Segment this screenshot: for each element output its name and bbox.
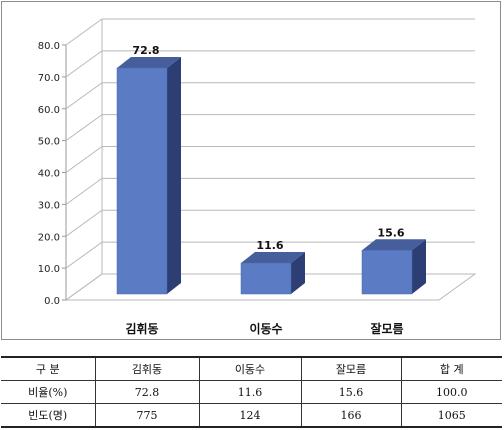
cell-freq-unknown: 166 [300,403,402,428]
y-tick-label: 80.0 [38,41,60,52]
gridline-diagonal [65,241,103,269]
bar-side [291,252,305,294]
bar-side [412,239,426,294]
row-label-ratio: 비율(%) [1,380,96,404]
y-tick-label: 40.0 [38,169,60,180]
table-row: 빈도(명) 775 124 166 1065 [1,403,502,428]
bar-top [117,56,181,68]
y-tick-label: 50.0 [38,137,60,148]
data-label: 11.6 [256,239,283,252]
table-header-row: 구 분 김휘동 이동수 잘모름 합 계 [1,356,502,381]
x-category-label: 잘모름 [370,321,403,336]
x-category-label: 이동수 [249,321,282,336]
chart-frame: 0.0 10.0 20.0 30.0 40.0 50.0 60.0 70.0 80.0 72.8 김… [1,1,501,340]
bar-3: 15.6 [361,226,426,295]
data-label: 15.6 [377,226,404,239]
y-tick-label: 30.0 [38,200,60,211]
cell-ratio-unknown: 15.6 [300,380,402,404]
gridline-diagonal [65,18,103,46]
gridline-diagonal [65,209,103,237]
bar-1: 72.8 [116,44,181,295]
bar-top [362,239,426,251]
gridline-diagonal [65,114,103,142]
header-kim: 김휘동 [94,356,200,381]
header-lee: 이동수 [198,356,302,381]
gridline-diagonal [65,177,103,205]
bar-chart: 0.0 10.0 20.0 30.0 40.0 50.0 60.0 70.0 80.0 72.8 김… [38,18,477,336]
results-table: 구 분 김휘동 이동수 잘모름 합 계 비율(%) 72.8 11.6 15.6… [1,356,502,428]
gridline-diagonal [65,82,103,110]
table-row: 비율(%) 72.8 11.6 15.6 100.0 [1,380,502,404]
cell-freq-lee: 124 [198,403,302,428]
gridline-diagonal [65,146,103,173]
cell-ratio-lee: 11.6 [198,380,302,404]
header-unknown: 잘모름 [300,356,402,381]
bar-top [241,252,305,264]
cell-ratio-total: 100.0 [400,380,502,404]
y-tick-label: 70.0 [38,73,60,84]
gridline-diagonal [65,273,103,301]
bar-2: 11.6 [240,239,305,295]
header-category: 구 분 [1,356,96,381]
bar-front [116,67,168,295]
cell-freq-kim: 775 [94,403,200,428]
y-tick-label: 0.0 [44,296,60,307]
bar-front [361,250,413,295]
y-tick-label: 20.0 [38,232,60,243]
row-label-frequency: 빈도(명) [1,403,96,428]
bar-side [167,56,181,295]
x-category-label: 김휘동 [125,321,158,336]
y-tick-label: 10.0 [38,264,60,275]
cell-freq-total: 1065 [400,403,502,428]
header-total: 합 계 [400,356,502,381]
y-tick-label: 60.0 [38,105,60,116]
data-label: 72.8 [132,44,159,57]
gridline-diagonal [65,50,103,78]
cell-ratio-kim: 72.8 [94,380,200,404]
bar-front [240,262,292,295]
